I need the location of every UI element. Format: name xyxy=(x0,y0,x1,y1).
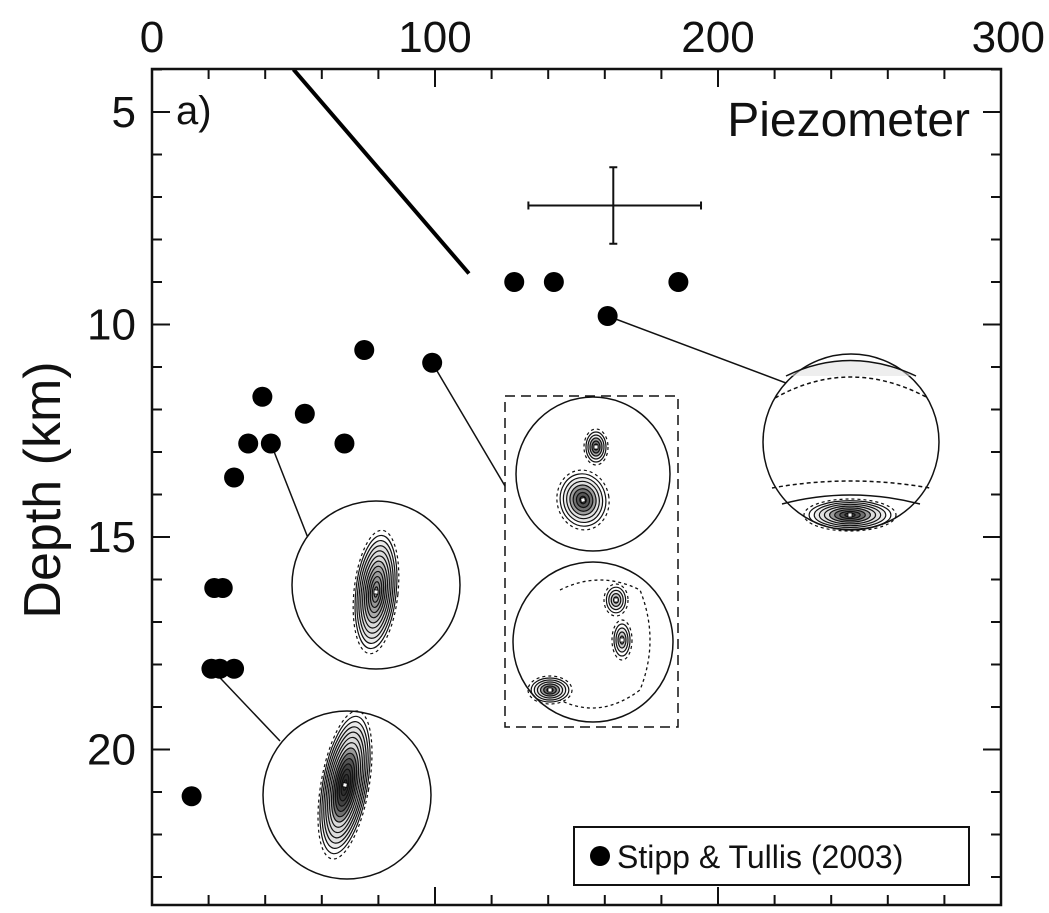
y-tick-label: 20 xyxy=(87,726,136,775)
y-tick-label: 15 xyxy=(87,513,136,562)
fabric-diagram-large xyxy=(762,353,940,531)
x-tick-label: 300 xyxy=(972,13,1045,62)
fabric-contours xyxy=(603,583,629,617)
fabric-contours xyxy=(352,529,400,655)
fabric-contour xyxy=(771,480,931,489)
fabric-contours xyxy=(803,498,897,532)
data-point xyxy=(543,272,564,292)
leader-line xyxy=(210,668,281,742)
panel-label: a) xyxy=(176,89,212,133)
data-point xyxy=(354,340,375,360)
data-point xyxy=(181,786,202,807)
data-point xyxy=(224,658,245,679)
legend-box xyxy=(573,826,970,886)
plot-frame xyxy=(150,67,1003,907)
legend-marker xyxy=(590,846,610,866)
leader-line xyxy=(431,362,506,487)
fabric-contours xyxy=(556,469,610,531)
data-point xyxy=(224,467,245,488)
data-point xyxy=(597,306,618,326)
fabric-contours xyxy=(583,428,609,466)
data-point xyxy=(504,272,525,292)
y-tick-label: 5 xyxy=(112,88,136,137)
chart-title: Piezometer xyxy=(727,94,970,147)
data-point xyxy=(238,433,259,454)
x-tick-label: 200 xyxy=(681,13,754,62)
data-point xyxy=(212,578,233,598)
data-points xyxy=(181,272,689,807)
data-point xyxy=(209,658,230,679)
fabric-contour xyxy=(559,579,651,709)
axis-ticks: 0 100 200 300 5 10 15 20 xyxy=(87,13,1045,905)
data-point xyxy=(422,352,443,373)
x-tick-label: 0 xyxy=(140,13,164,62)
data-point xyxy=(294,403,315,424)
data-point xyxy=(668,272,689,292)
trend-line xyxy=(291,68,471,275)
fabric-diagram-middle-upper xyxy=(515,396,671,552)
legend-label: Stipp & Tullis (2003) xyxy=(617,839,903,875)
fabric-contours xyxy=(611,619,633,661)
y-axis-title: Depth (km) xyxy=(14,361,72,618)
data-point xyxy=(252,386,273,407)
fabric-contours xyxy=(527,675,573,705)
fabric-contour xyxy=(774,376,929,399)
data-point xyxy=(334,433,355,454)
data-point xyxy=(260,433,281,454)
fabric-contours xyxy=(317,710,373,860)
fabric-contour xyxy=(785,359,917,377)
fabric-contour xyxy=(781,494,921,505)
leader-line xyxy=(607,315,787,384)
leader-line xyxy=(270,443,309,539)
trend-line-layer xyxy=(291,68,703,275)
fabric-diagrams xyxy=(210,315,940,880)
fabric-group-box xyxy=(504,395,679,728)
y-tick-label: 10 xyxy=(87,301,136,350)
legend: Stipp & Tullis (2003) xyxy=(573,826,970,886)
x-tick-label: 100 xyxy=(398,13,471,62)
